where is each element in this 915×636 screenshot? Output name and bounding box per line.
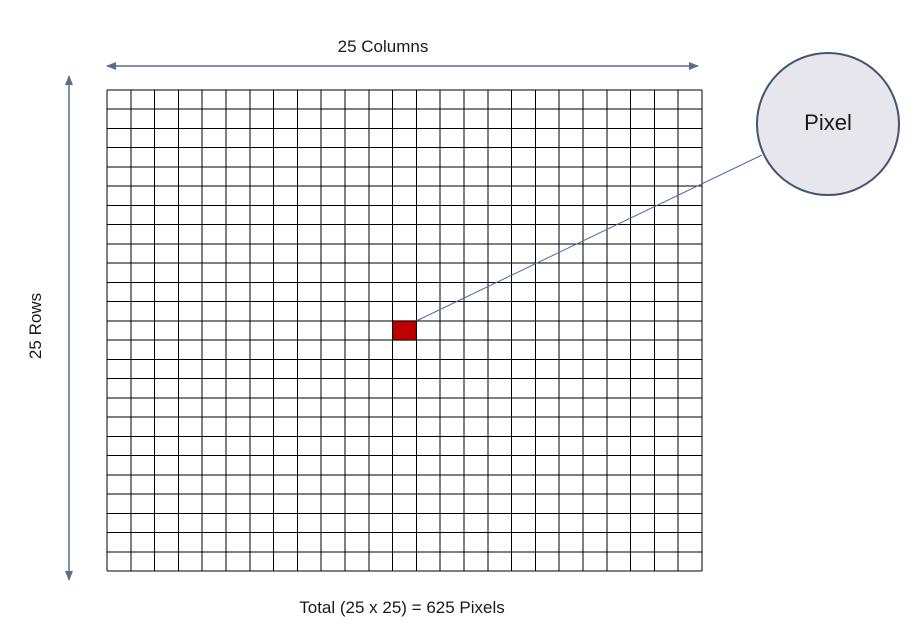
highlighted-pixel xyxy=(392,320,417,341)
pixel-grid xyxy=(106,89,703,572)
rows-label: 25 Rows xyxy=(26,293,45,359)
pixel-callout-label: Pixel xyxy=(804,110,852,135)
pixel-callout-circle xyxy=(756,52,900,196)
total-pixels-caption: Total (25 x 25) = 625 Pixels xyxy=(299,598,505,617)
columns-label: 25 Columns xyxy=(338,37,429,56)
pixel-leader-line xyxy=(416,154,763,322)
